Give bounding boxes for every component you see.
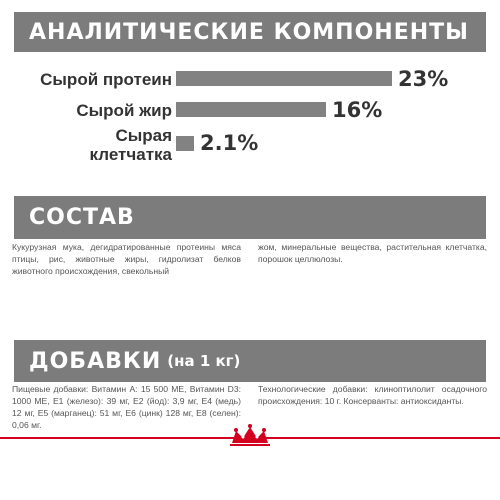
metric-fiber: Сырая клетчатка 2.1% (14, 126, 486, 166)
composition-text-right: жом, минеральные вещества, растительная … (258, 242, 487, 264)
metric-bar (176, 102, 326, 117)
metric-label: Сырая клетчатка (14, 126, 172, 164)
additives-text-left: Пищевые добавки: Витамин А: 15 500 МЕ, В… (12, 384, 241, 430)
additives-title: ДОБАВКИ (29, 348, 162, 374)
metric-label-line: Сырая (115, 126, 172, 145)
metric-bar (176, 136, 194, 151)
footer-divider-left (0, 437, 238, 439)
additives-subtitle: (на 1 кг) (167, 352, 241, 370)
metric-label: Сырой жир (76, 101, 172, 120)
metric-value: 23% (398, 67, 449, 91)
metric-protein: Сырой протеин 23% (14, 67, 486, 96)
additives-text-right: Технологические добавки: клиноптилолит о… (258, 384, 487, 406)
analytic-components-title: АНАЛИТИЧЕСКИЕ КОМПОНЕНТЫ (29, 19, 469, 45)
metric-value: 2.1% (200, 131, 259, 155)
metric-bar (176, 71, 392, 86)
metric-fat: Сырой жир 16% (14, 98, 486, 127)
composition-text-left: Кукурузная мука, дегидратированные проте… (12, 242, 241, 276)
metric-label-line: клетчатка (89, 145, 172, 164)
metric-value: 16% (332, 98, 383, 122)
composition-title: СОСТАВ (29, 205, 135, 230)
additives-banner: ДОБАВКИ (на 1 кг) (14, 340, 486, 382)
composition-banner: СОСТАВ (14, 196, 486, 239)
metric-label: Сырой протеин (40, 70, 172, 89)
royal-canin-crown-logo-icon (230, 424, 270, 446)
footer-divider-right (262, 437, 500, 439)
analytic-components-banner: АНАЛИТИЧЕСКИЕ КОМПОНЕНТЫ (14, 12, 486, 52)
